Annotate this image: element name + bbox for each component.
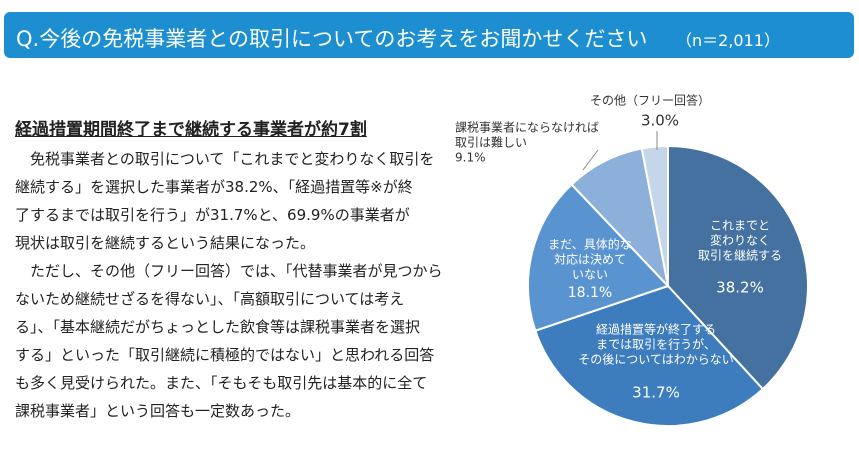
pie-slice xyxy=(527,183,670,332)
text-line: 課税事業者」という回答も一定数あった。 xyxy=(15,402,301,420)
slice-label: までは取引を行うが、 xyxy=(596,337,716,352)
slice-label: その他（フリー回答） xyxy=(590,93,710,108)
text-line: る」、「基本継続だがちょっとした飲食等は課税事業者を選択 xyxy=(15,318,421,336)
value-label: 9.1% xyxy=(455,151,486,165)
text-line: 現状は取引を継続するという結果になった。 xyxy=(15,234,316,252)
slice-label: これまでと xyxy=(710,219,770,233)
value-label: 18.1% xyxy=(568,285,612,301)
pie-slice xyxy=(640,144,669,287)
text-line: 継続する」を選択した事業者が38.2%、「経過措置等※が終 xyxy=(15,178,413,196)
header-bar: Q.今後の免税事業者との取引についてのお考えをお聞かせください （n＝2,011… xyxy=(4,12,854,58)
pie-slice xyxy=(667,144,809,391)
text-line: ないため継続せざるを得ない」、「高額取引については考え xyxy=(15,290,405,308)
slice-label: 課税事業者にならなければ xyxy=(455,120,599,135)
slice-label: まだ、具体的な xyxy=(548,237,632,252)
text-line: する」といった「取引継続に積極的ではない」と思われる回答 xyxy=(15,346,435,364)
value-label: 3.0% xyxy=(641,112,679,130)
slice-label: 経過措置等が終了する xyxy=(596,322,716,337)
slice-label: 取引は難しい xyxy=(455,135,527,150)
slice-label: 対応は決めて xyxy=(554,253,626,267)
text-line: ただし、その他（フリー回答）では、「代替事業者が見つから xyxy=(30,262,443,280)
text-line: 了するまでは取引を行う」が31.7%と、69.9%の事業者が xyxy=(15,206,410,224)
value-label: 38.2% xyxy=(716,279,764,297)
value-label: 31.7% xyxy=(632,384,680,402)
text-line: 免税事業者との取引について「これまでと変わりなく取引を xyxy=(30,150,435,168)
slice-label: 変わりなく xyxy=(710,233,770,248)
pie-slice xyxy=(534,284,765,427)
header-note: （n＝2,011） xyxy=(676,31,780,50)
text-line: も多く見受けられた。また、「そもそも取引先は基本的に全て xyxy=(15,374,428,392)
header-title: Q.今後の免税事業者との取引についてのお考えをお聞かせください xyxy=(16,27,648,51)
slice-label: いない xyxy=(572,268,608,282)
slice-label: その後についてはわからない xyxy=(578,353,733,367)
pie-slice xyxy=(570,147,670,290)
article-heading: 経過措置期間終了まで継続する事業者が約7割 xyxy=(15,120,367,140)
slice-label: 取引を継続する xyxy=(698,248,782,263)
leader-line xyxy=(582,149,599,171)
